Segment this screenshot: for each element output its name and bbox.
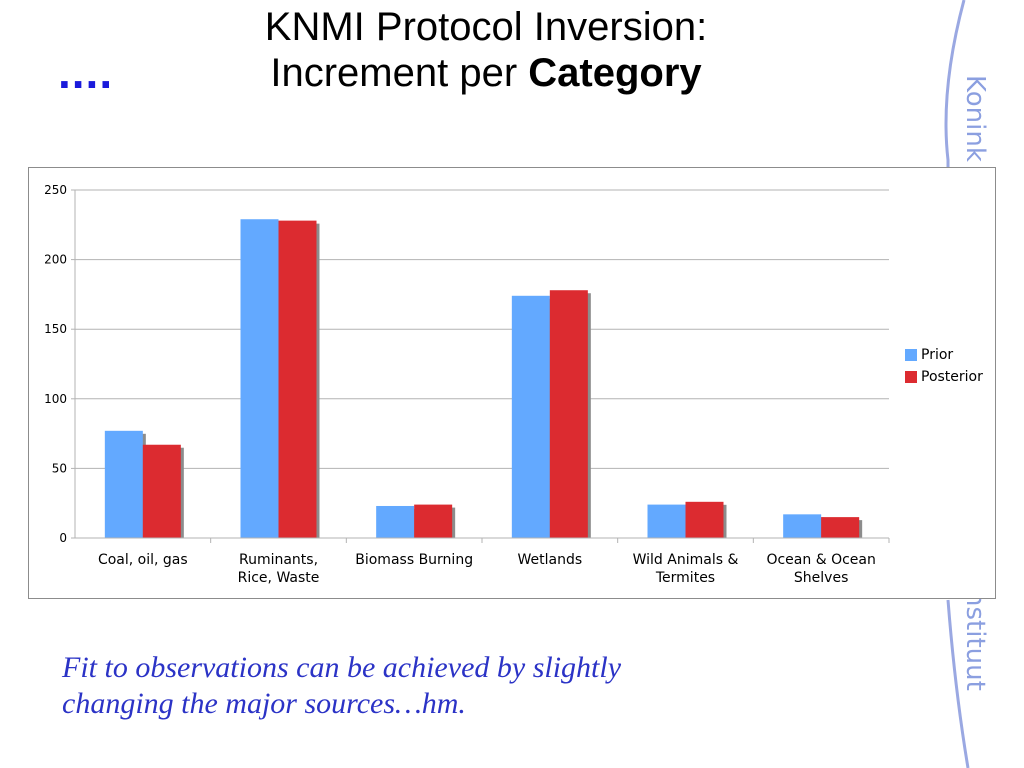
legend-label-posterior: Posterior: [921, 369, 983, 385]
bar-chart-plot: 0 50 100 150 200 250 Coal, oil, gas Ruminants, R…: [44, 183, 890, 586]
bar-prior: [647, 504, 686, 538]
y-tick-label: 50: [52, 461, 67, 475]
legend-item-prior: Prior: [905, 344, 983, 366]
slide-caption: Fit to observations can be achieved by s…: [62, 650, 822, 722]
x-category-label: Ocean & Ocean: [766, 552, 875, 568]
y-tick-label: 200: [44, 253, 67, 267]
bar-prior: [104, 430, 143, 538]
x-category-label: Biomass Burning: [355, 552, 473, 568]
bar-posterior: [414, 504, 453, 538]
legend-item-posterior: Posterior: [905, 366, 983, 388]
title-line-1: KNMI Protocol Inversion:: [264, 5, 708, 49]
legend-swatch-prior: [905, 349, 917, 361]
x-category-label: Coal, oil, gas: [98, 552, 188, 568]
x-category-label: Rice, Waste: [238, 570, 320, 586]
x-category-label: Termites: [655, 570, 715, 586]
title-line-2-text: Increment per: [270, 51, 529, 95]
x-category-label: Shelves: [794, 570, 848, 586]
title-line-2: Increment per Category: [160, 50, 812, 96]
y-tick-label: 150: [44, 322, 67, 336]
chart-legend: Prior Posterior: [905, 344, 983, 388]
ellipsis-bullet: ....: [58, 46, 114, 98]
side-institute-text-bottom: nstituut: [960, 590, 990, 691]
x-category-label: Ruminants,: [239, 552, 318, 568]
bar-prior: [511, 295, 550, 538]
x-category-label: Wetlands: [518, 552, 583, 568]
bar-posterior: [278, 220, 317, 538]
slide-title: KNMI Protocol Inversion: Increment per C…: [160, 4, 812, 96]
y-tick-label: 0: [59, 531, 67, 545]
side-institute-text-top: Konink: [960, 75, 990, 162]
bar-prior: [376, 505, 415, 538]
legend-label-prior: Prior: [921, 347, 954, 363]
bar-prior: [783, 514, 822, 538]
bar-posterior: [549, 290, 588, 538]
bar-posterior: [821, 517, 860, 538]
bar-prior: [240, 219, 279, 538]
bar-chart: 0 50 100 150 200 250 Coal, oil, gas Ruminants, R…: [28, 167, 996, 599]
x-category-label: Wild Animals &: [633, 552, 739, 568]
legend-swatch-posterior: [905, 371, 917, 383]
caption-line-1: Fit to observations can be achieved by s…: [62, 651, 622, 684]
y-tick-label: 250: [44, 183, 67, 197]
bar-posterior: [685, 501, 724, 538]
caption-line-2: changing the major sources…hm.: [62, 687, 466, 720]
y-tick-label: 100: [44, 392, 67, 406]
title-line-2-bold: Category: [528, 51, 702, 95]
bar-posterior: [142, 444, 181, 538]
